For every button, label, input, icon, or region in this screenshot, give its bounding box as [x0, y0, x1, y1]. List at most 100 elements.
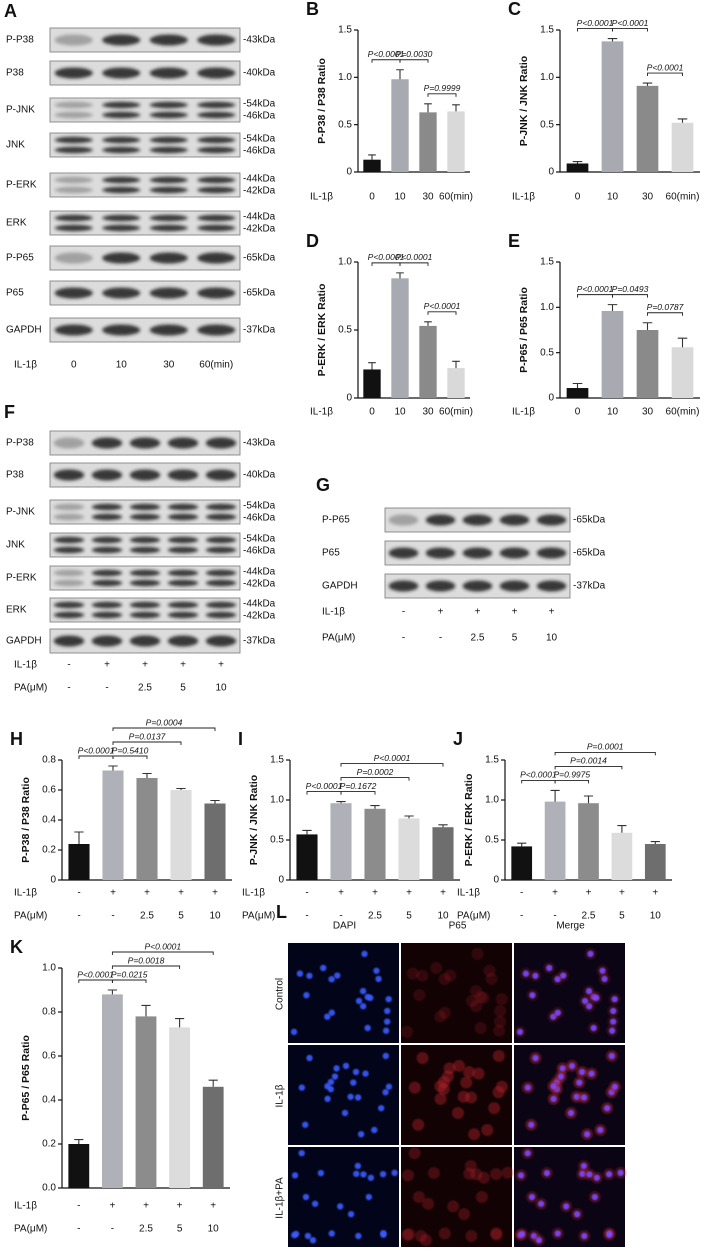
nucleus [336, 1203, 344, 1210]
x-tick-label: + [143, 1201, 149, 1212]
blot-band [149, 252, 188, 264]
bar [644, 844, 666, 880]
x-tick-label: 10 [650, 911, 662, 922]
x-tick-label: 2.5 [582, 911, 596, 922]
lane-row-label: PA(μM) [14, 683, 47, 694]
x-row-label: PA(μM) [242, 911, 275, 922]
p-value: P<0.0001 [368, 49, 405, 59]
x-row-label: IL-1β [14, 1201, 37, 1212]
nucleus [535, 1236, 543, 1244]
nucleus [291, 1172, 299, 1179]
kda-label: -37kDa [243, 636, 276, 647]
blot-band [91, 469, 123, 481]
lane-label: + [512, 607, 518, 618]
nucleus [331, 1073, 339, 1080]
y-tick-label: 1.0 [338, 72, 352, 83]
nucleus [357, 1130, 365, 1138]
nucleus [580, 1094, 588, 1101]
nucleus [576, 1079, 583, 1086]
nucleus [382, 1089, 389, 1096]
blot-band [102, 136, 141, 144]
kda-label: -46kDa [243, 513, 276, 524]
lane-label: 0 [71, 360, 77, 371]
x-tick-label: + [178, 888, 184, 899]
blot-band [205, 503, 237, 511]
cell-signal [408, 1147, 421, 1160]
blot-strip [49, 597, 241, 623]
y-tick-label: 1.0 [338, 257, 352, 268]
x-tick-label: - [305, 911, 308, 922]
x-tick-label: 0 [369, 407, 375, 418]
nucleus [560, 972, 567, 979]
blot-label: P-P38 [6, 438, 34, 449]
blot-label: P38 [6, 68, 24, 79]
panel-letter: A [4, 1, 17, 21]
cell-signal [472, 1067, 485, 1080]
column-label: DAPI [333, 921, 356, 932]
kda-label: -42kDa [243, 611, 276, 622]
error-bar [424, 321, 432, 326]
nucleus [354, 1162, 362, 1170]
bar [202, 1086, 224, 1188]
nucleus [578, 1068, 586, 1076]
y-axis-label: P-P38 / P38 Ratio [316, 58, 328, 144]
cell-signal [427, 1167, 440, 1180]
nucleus [559, 1065, 566, 1072]
y-tick-label: 0 [346, 393, 352, 404]
p-value: P=0.0018 [128, 955, 165, 965]
significance-bracket [112, 741, 182, 745]
x-tick-label: - [339, 911, 342, 922]
x-row-label: IL-1β [512, 192, 535, 203]
cell-signal [460, 1076, 473, 1089]
nucleus [580, 1162, 588, 1170]
p-value: P=0.0215 [111, 969, 148, 979]
lane-label: - [439, 633, 442, 644]
cell-signal [412, 1191, 425, 1204]
x-tick-label: 0 [575, 192, 581, 203]
significance-bracket [340, 791, 376, 795]
blot-band [167, 579, 199, 587]
blot-band [102, 146, 141, 154]
blot-band [53, 513, 85, 521]
blot-band [197, 136, 236, 144]
bar [511, 846, 533, 880]
cell-signal [494, 1004, 507, 1017]
significance-bracket [554, 751, 656, 756]
nucleus [353, 1170, 360, 1178]
lane-label: 10 [215, 683, 227, 694]
blot-band [102, 176, 141, 184]
kda-label: -65kDa [573, 515, 606, 526]
blot-band [149, 224, 188, 232]
blot-band [205, 546, 237, 554]
bar [578, 803, 599, 880]
blot-band [425, 547, 456, 559]
x-row-label: PA(μM) [14, 911, 47, 922]
nucleus [554, 1230, 561, 1237]
blot-label: P-JNK [6, 507, 35, 518]
x-tick-label: 10 [394, 407, 406, 418]
y-tick-label: 0.6 [42, 785, 56, 796]
blot-band [54, 252, 93, 264]
blot-band [149, 111, 188, 119]
blot-band [129, 611, 161, 619]
y-tick-label: 0.4 [42, 1095, 56, 1106]
nucleus [382, 1027, 390, 1034]
nucleus [303, 991, 310, 999]
x-tick-label: - [77, 888, 80, 899]
x-tick-label: 30 [422, 192, 434, 203]
bar [671, 347, 694, 398]
blot-label: P65 [6, 288, 24, 299]
p-value: P<0.0001 [78, 745, 115, 755]
panel-letter: B [306, 0, 319, 19]
y-tick-label: 1.0 [485, 795, 499, 806]
lane-label: 60(min) [199, 360, 233, 371]
y-tick-label: 0.8 [42, 1007, 56, 1018]
blot-band [205, 601, 237, 609]
kda-label: -65kDa [573, 548, 606, 559]
blot-band [102, 324, 141, 336]
panel-letter: G [316, 475, 330, 495]
error-bar [396, 69, 404, 80]
nucleus [587, 950, 594, 958]
significance-bracket [521, 779, 556, 784]
